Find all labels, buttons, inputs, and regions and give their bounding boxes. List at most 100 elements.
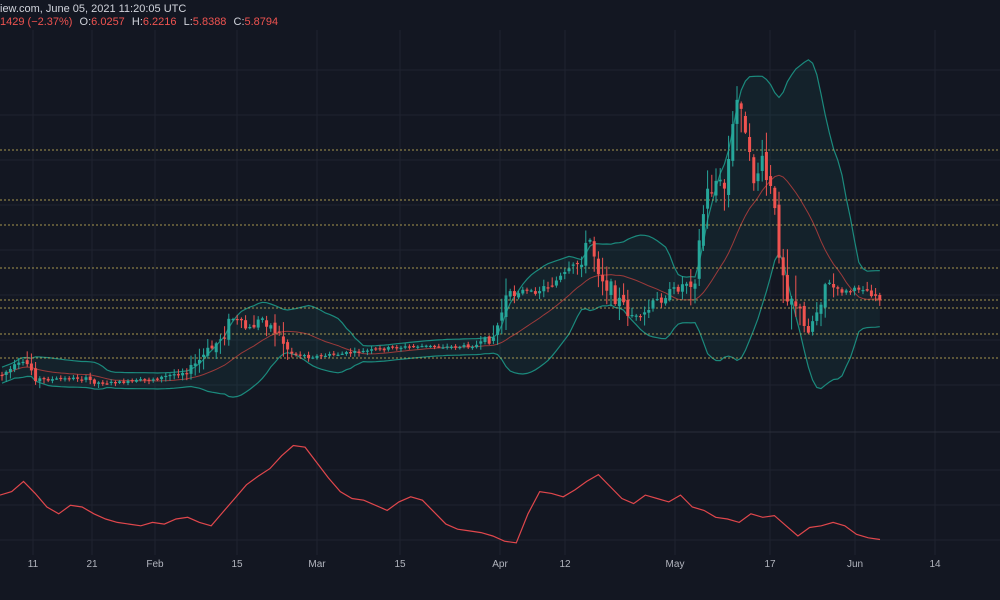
candle-body [214,343,218,353]
candle-body [155,378,159,380]
candle-body [613,285,617,305]
candle-body [46,378,50,381]
candle-body [252,324,256,328]
candle-body [332,353,336,355]
candle-body [743,115,747,133]
candle-body [344,352,348,354]
candle-body [223,337,227,339]
candle-body [294,353,298,355]
candle-body [113,382,117,384]
candle-body [92,379,96,384]
ohlc-readout: 1429 (−2.37%) O:6.0257 H:6.2216 L:5.8388… [0,16,278,29]
candle-body [281,336,285,344]
candle-body [853,287,857,291]
candle-body [441,347,445,349]
candle-body [206,347,210,356]
high-label: H: [131,16,143,28]
candle-body [151,379,155,381]
candle-body [315,355,319,359]
candle-body [517,293,521,298]
candle-body [689,281,693,287]
candle-body [365,350,369,352]
candle-body [525,289,529,291]
candle-body [664,298,668,304]
candle-body [617,297,621,307]
candle-body [50,379,54,381]
candle-body [592,241,596,257]
candle-body [785,274,789,302]
candle-body [302,355,306,357]
candle-body [147,379,151,381]
candle-body [764,151,768,181]
candle-body [407,346,411,348]
candle-body [412,345,416,348]
candle-body [311,357,315,359]
candle-body [601,275,605,282]
candle-body [403,346,407,348]
candle-body [756,173,760,182]
price-change: 1429 (−2.37%) [0,16,73,28]
candle-body [202,354,206,358]
candle-body [819,304,823,314]
candle-body [748,136,752,153]
candle-body [168,374,172,377]
candle-body [227,318,231,340]
candle-body [370,349,374,351]
candle-body [25,360,29,365]
candle-body [697,240,701,279]
candle-body [869,290,873,297]
candle-body [848,291,852,293]
candle-body [357,351,361,353]
candle-body [210,345,214,349]
candle-body [269,325,273,329]
x-tick-label: 15 [231,559,243,570]
candle-body [55,378,59,380]
candle-body [533,291,537,294]
candle-body [479,341,483,344]
candle-body [605,280,609,291]
candle-body [466,344,470,348]
candle-body [769,176,773,186]
candle-body [63,378,67,380]
candle-body [504,295,508,317]
candle-body [433,345,437,348]
candle-body [454,346,458,348]
candle-body [739,103,743,109]
candle-body [878,294,882,301]
indicator-line [0,444,881,544]
candle-body [361,350,365,353]
candle-body [634,315,638,317]
candle-body [781,257,785,276]
candle-body [164,375,168,378]
candle-body [399,347,403,349]
candle-body [218,339,222,341]
candle-body [529,290,533,292]
candle-body [659,297,663,303]
candle-body [160,376,164,380]
x-tick-label: Mar [308,559,326,570]
candle-body [840,289,844,293]
candle-body [235,318,239,321]
candle-body [248,327,252,329]
chart-header: iew.com, June 05, 2021 11:20:05 UTC 1429… [0,0,1000,34]
x-tick-label: 11 [28,559,39,570]
candle-body [34,368,38,382]
x-tick-label: Apr [492,559,508,570]
candle-body [668,289,672,301]
candle-body [802,305,806,326]
candle-body [189,364,193,374]
candle-body [563,271,567,275]
x-tick-label: Jun [847,559,863,570]
x-axis: 11 21 Feb 15 Mar 15 Apr 12 May 17 Jun 14 [28,559,941,570]
candle-body [244,320,248,329]
candle-body [428,345,432,348]
candle-body [554,280,558,286]
candle-body [118,381,122,383]
x-tick-label: 21 [86,559,98,570]
candle-body [718,179,722,182]
candle-body [735,99,739,124]
candle-body [340,353,344,355]
candle-body [538,291,542,294]
candle-body [714,180,718,196]
